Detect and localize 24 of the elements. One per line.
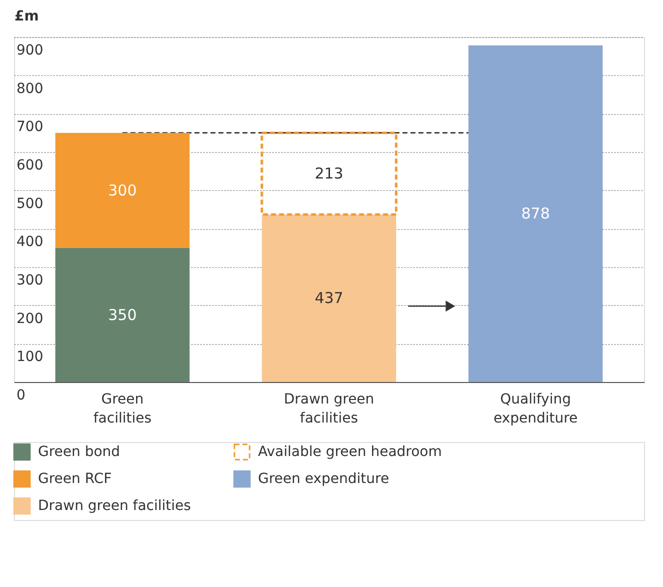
y-tick-label: 800 [16, 80, 44, 97]
y-tick-label: 700 [16, 119, 44, 136]
legend-label: Available green headroom [258, 444, 442, 460]
legend-label: Green expenditure [258, 471, 390, 487]
y-tick-label: 300 [16, 272, 44, 288]
y-tick-label: 400 [16, 234, 44, 250]
x-tick-label: Green facilities [93, 392, 152, 426]
y-tick-label: 900 [16, 42, 44, 58]
y-axis-title: £m [14, 8, 39, 24]
legend-label: Drawn green facilities [38, 498, 191, 514]
data-label: 300 [108, 181, 137, 200]
y-tick-label: 100 [16, 349, 44, 366]
x-tick-label: Drawn green facilities [284, 392, 374, 426]
x-tick-label: Qualifying expenditure [493, 392, 578, 426]
y-tick-label: 0 [16, 388, 26, 404]
data-label: 878 [521, 204, 550, 223]
legend-label: Green RCF [38, 471, 112, 487]
legend-label: Green bond [38, 444, 120, 460]
y-tick-label: 200 [16, 310, 44, 327]
data-label: 350 [108, 306, 137, 324]
data-label: 437 [314, 289, 344, 308]
y-tick-label: 500 [16, 196, 44, 212]
data-label: 213 [314, 164, 344, 183]
y-tick-label: 600 [16, 158, 44, 174]
